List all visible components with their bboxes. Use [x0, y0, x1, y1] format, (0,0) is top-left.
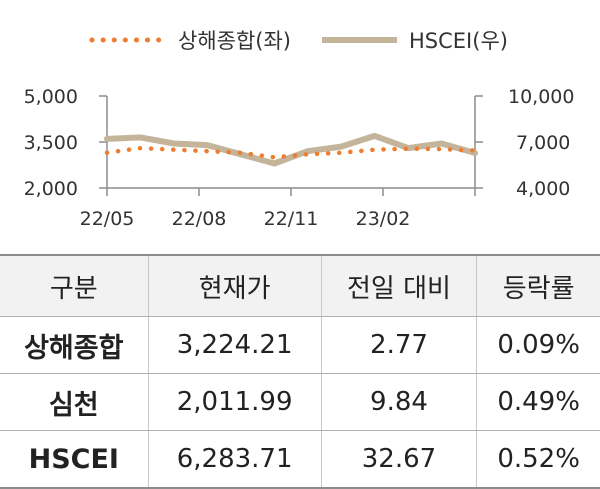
change-cell: 32.67	[320, 430, 477, 489]
y-right-tick-label: 4,000	[516, 178, 570, 200]
column-header: 현재가	[147, 254, 322, 317]
column-header: 전일 대비	[320, 254, 477, 317]
x-tick-label: 22/05	[80, 208, 135, 230]
table-row: 심천 2,011.99 9.84 0.49%	[0, 373, 600, 431]
chart-legend: 상해종합(좌) HSCEI(우)	[89, 29, 508, 53]
y-right-tick-label: 7,000	[516, 132, 570, 154]
row-label: 상해종합	[0, 316, 149, 374]
y-right-tick-label: 10,000	[508, 86, 574, 108]
x-tick-label: 22/08	[172, 208, 227, 230]
plot-axes	[99, 95, 483, 196]
left-axis-labels: 5,000 3,500 2,000	[24, 86, 78, 200]
change-rate-cell: 0.09%	[476, 316, 600, 374]
x-tick-label: 22/11	[264, 208, 319, 230]
row-label: HSCEI	[0, 430, 149, 489]
current-price-cell: 6,283.71	[147, 430, 322, 489]
legend-label-hscei: HSCEI(우)	[409, 29, 508, 53]
y-left-tick-label: 5,000	[24, 86, 78, 108]
x-tick-label: 23/02	[356, 208, 411, 230]
index-chart: 상해종합(좌) HSCEI(우) 5,000 3,500 2,000 10,00…	[24, 29, 575, 230]
change-cell: 2.77	[320, 316, 477, 374]
column-header: 등락률	[476, 254, 600, 317]
column-header: 구분	[0, 254, 149, 317]
right-axis-labels: 10,000 7,000 4,000	[508, 86, 574, 200]
row-label: 심천	[0, 373, 149, 431]
change-rate-cell: 0.49%	[476, 373, 600, 431]
change-cell: 9.84	[320, 373, 477, 431]
y-left-tick-label: 3,500	[24, 132, 78, 154]
legend-label-shanghai: 상해종합(좌)	[178, 29, 291, 53]
series-line-hscei	[104, 132, 478, 167]
change-rate-cell: 0.52%	[476, 430, 600, 489]
table-row: HSCEI 6,283.71 32.67 0.52%	[0, 430, 600, 489]
table-header-row: 구분 현재가 전일 대비 등락률	[0, 254, 600, 317]
x-axis-labels: 22/05 22/08 22/11 23/02	[80, 208, 411, 230]
current-price-cell: 3,224.21	[147, 316, 322, 374]
quote-table: 구분 현재가 전일 대비 등락률 상해종합 3,224.21 2.77 0.09…	[0, 254, 600, 489]
table-row: 상해종합 3,224.21 2.77 0.09%	[0, 316, 600, 374]
current-price-cell: 2,011.99	[147, 373, 322, 431]
y-left-tick-label: 2,000	[24, 178, 78, 200]
